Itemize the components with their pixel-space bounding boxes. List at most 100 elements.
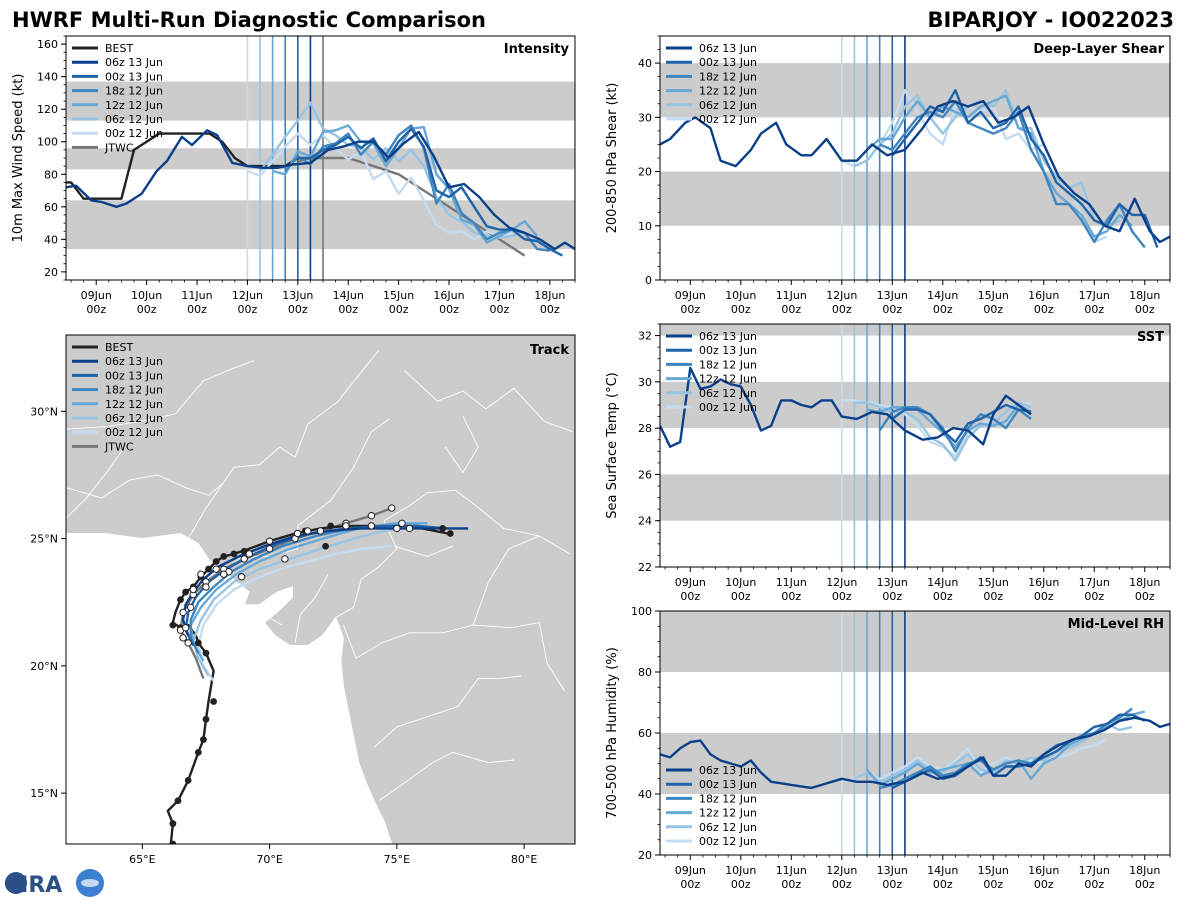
rh-series-18z-12-jun	[879, 707, 1133, 790]
best-position-marker	[202, 715, 210, 723]
best-position-marker	[322, 542, 329, 550]
shear-legend-label: 12z 12 Jun	[699, 85, 757, 98]
best-position-marker	[230, 550, 238, 558]
sst-series-18z-12-jun	[878, 406, 1032, 453]
rh-legend-label: 00z 12 Jun	[699, 835, 757, 848]
intensity-ytick-label: 60	[44, 201, 58, 214]
forecast-position-marker	[179, 634, 187, 642]
map-border-14	[66, 446, 125, 519]
rh-xtick-label-hour: 00z	[1084, 878, 1104, 891]
sst-ytick-label: 22	[638, 561, 652, 574]
intensity-series-00z-13-jun	[297, 127, 563, 257]
rh-xtick-label-date: 18Jun	[1129, 864, 1160, 877]
intensity-ytick-label: 80	[44, 168, 58, 181]
intensity-xtick-label-hour: 00z	[338, 303, 358, 316]
rh-xtick-label-hour: 00z	[1034, 878, 1054, 891]
shear-xtick-label-date: 18Jun	[1129, 289, 1160, 302]
shear-legend-label: 06z 12 Jun	[699, 99, 757, 112]
jtwc-position-marker	[388, 504, 396, 512]
intensity-series-12z-12-jun	[272, 124, 539, 244]
sst-xtick-label-hour: 00z	[1034, 590, 1054, 603]
shear-xtick-label-hour: 00z	[731, 303, 751, 316]
track-panel: 65°E 70°E 75°E 80°E 15°N 20°N 25°N 30°N Track BES…	[30, 334, 576, 866]
intensity-legend-label: 00z 12 Jun	[105, 127, 163, 140]
map-border-17	[243, 604, 283, 626]
intensity-ytick-label: 40	[44, 233, 58, 246]
jtwc-position-marker	[240, 555, 248, 563]
track-lon-label: 75°E	[384, 853, 410, 866]
intensity-xtick-label-hour: 00z	[187, 303, 207, 316]
best-position-marker	[194, 748, 202, 756]
sst-legend-label: 00z 13 Jun	[699, 344, 757, 357]
map-border-7	[455, 489, 571, 555]
sst-xtick-label-date: 16Jun	[1028, 576, 1059, 589]
track-legend-label: BEST	[105, 341, 133, 354]
forecast-position-marker	[187, 603, 195, 612]
storm-id-title: BIPARJOY - IO022023	[927, 8, 1174, 32]
track-lat-label: 30°N	[30, 405, 58, 418]
intensity-series-00z-12-jun	[246, 132, 513, 241]
intensity-legend-label: 06z 13 Jun	[105, 56, 163, 69]
intensity-xtick-label-hour: 00z	[389, 303, 409, 316]
map-border-13	[66, 474, 225, 499]
shear-xtick-label-hour: 00z	[1034, 303, 1054, 316]
rh-panel: 2040608010009Jun00z10Jun00z11Jun00z12Jun…	[605, 605, 1171, 891]
sst-legend-label: 06z 12 Jun	[699, 387, 757, 400]
jtwc-position-marker	[316, 527, 325, 535]
jtwc-position-marker	[184, 639, 192, 647]
track-title: Track	[530, 343, 569, 358]
forecast-position-marker	[265, 537, 274, 545]
shear-xtick-label-date: 12Jun	[826, 289, 857, 302]
shear-xtick-label-date: 14Jun	[927, 289, 958, 302]
forecast-position-marker	[304, 527, 312, 535]
sst-band-1	[660, 381, 1170, 429]
intensity-xtick-label-date: 10Jun	[131, 289, 162, 302]
shear-xtick-label-date: 17Jun	[1079, 289, 1110, 302]
track-legend-label: JTWC	[104, 440, 134, 453]
rh-ytick-label: 40	[638, 788, 652, 801]
intensity-legend-label: 18z 12 Jun	[105, 85, 163, 98]
intensity-xtick-label-hour: 00z	[439, 303, 459, 316]
rh-xtick-label-date: 11Jun	[776, 864, 807, 877]
sst-ytick-label: 24	[638, 515, 652, 528]
logo-globe-left	[5, 872, 27, 894]
track-lat-label: 20°N	[30, 660, 58, 673]
best-position-marker	[182, 588, 190, 596]
rh-xtick-label-date: 17Jun	[1079, 864, 1110, 877]
rh-ytick-label: 20	[638, 849, 652, 862]
best-position-marker	[200, 736, 207, 744]
intensity-band-2	[66, 81, 575, 121]
sst-band-2	[660, 324, 1170, 336]
sst-xtick-label-hour: 00z	[680, 590, 700, 603]
sst-ytick-label: 32	[638, 330, 652, 343]
shear-xtick-label-hour: 00z	[1084, 303, 1104, 316]
sst-xtick-label-date: 15Jun	[978, 576, 1009, 589]
sst-series-06z-13-jun	[660, 366, 1032, 448]
rh-legend-label: 06z 13 Jun	[699, 764, 757, 777]
intensity-xtick-label-date: 15Jun	[383, 289, 414, 302]
sst-xtick-label-date: 17Jun	[1079, 576, 1110, 589]
shear-xtick-label-date: 09Jun	[675, 289, 706, 302]
cira-logo: CIRA	[4, 869, 104, 898]
map-border-12	[66, 360, 255, 430]
map-border-9	[538, 622, 566, 692]
intensity-legend-label: 06z 12 Jun	[105, 113, 163, 126]
intensity-xtick-label-date: 14Jun	[333, 289, 364, 302]
sst-xtick-label-hour: 00z	[832, 590, 852, 603]
sst-xtick-label-date: 14Jun	[927, 576, 958, 589]
rh-xtick-label-date: 12Jun	[826, 864, 857, 877]
rh-series-06z-12-jun	[853, 722, 1133, 783]
intensity-series-06z-13-jun	[66, 129, 575, 251]
sst-legend-label: 12z 12 Jun	[699, 373, 757, 386]
map-border-4	[355, 622, 540, 659]
intensity-legend-label: JTWC	[104, 141, 134, 154]
rh-xtick-label-hour: 00z	[731, 878, 751, 891]
intensity-ytick-label: 120	[37, 103, 58, 116]
forecast-position-marker	[189, 585, 197, 594]
forecast-position-marker	[220, 570, 228, 578]
shear-xtick-label-hour: 00z	[832, 303, 852, 316]
figure-title: HWRF Multi-Run Diagnostic Comparison	[12, 8, 486, 32]
track-frame	[65, 334, 576, 845]
forecast-position-marker	[342, 522, 350, 530]
shear-xtick-label-hour: 00z	[983, 303, 1003, 316]
